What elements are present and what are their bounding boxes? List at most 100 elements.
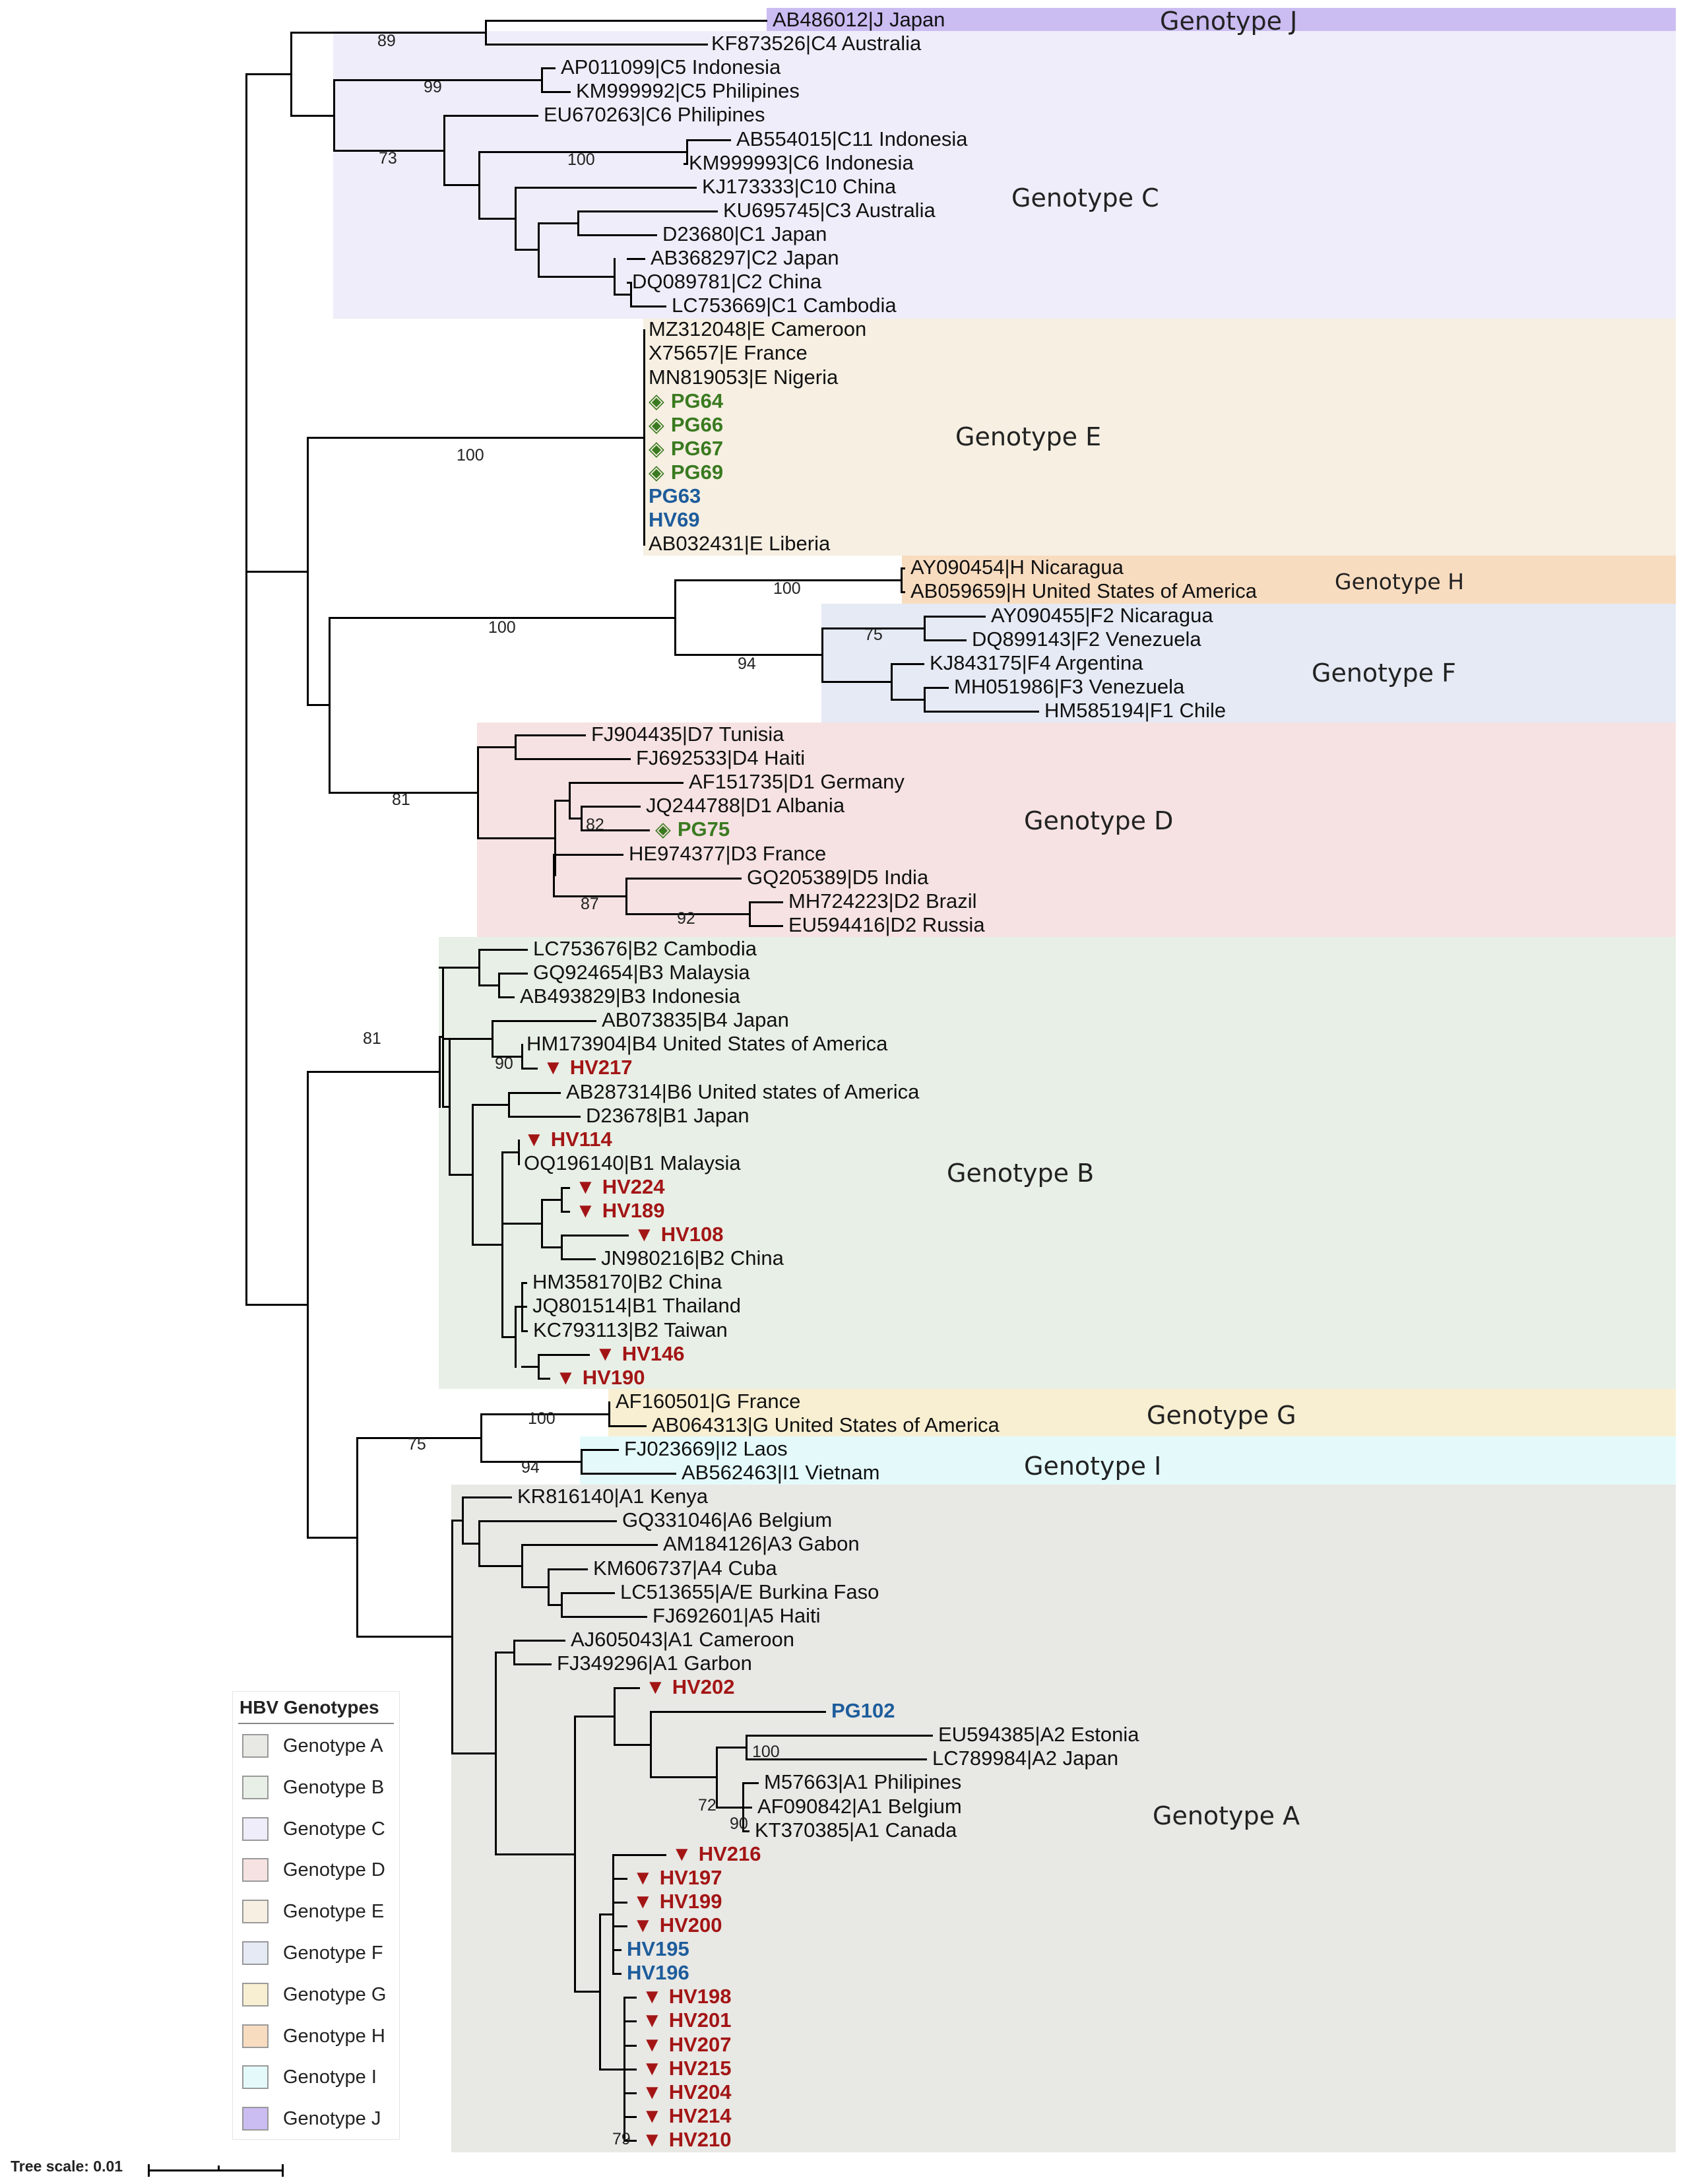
- tree-branch: [716, 1806, 742, 1809]
- leaf-label: FJ023669|I2 Laos: [624, 1437, 788, 1461]
- tree-branch: [541, 1246, 561, 1249]
- leaf-text: AB287314|B6 United states of America: [566, 1079, 920, 1103]
- tree-branch: [574, 1715, 614, 1718]
- genotype-b-band: [439, 937, 1676, 1389]
- tree-branch: [521, 1306, 527, 1308]
- tree-branch: [477, 746, 479, 839]
- tree-branch: [480, 1413, 482, 1463]
- tree-branch: [749, 924, 783, 927]
- leaf-label: AY090454|H Nicaragua: [910, 556, 1124, 579]
- tree-branch: [623, 2115, 637, 2118]
- triangle-down-icon: ▼: [645, 1675, 666, 1698]
- tree-branch: [501, 1335, 515, 1338]
- tree-branch: [518, 1139, 520, 1165]
- tree-branch: [614, 1687, 616, 1746]
- tree-branch: [581, 1449, 583, 1475]
- leaf-label: JN980216|B2 China: [601, 1246, 784, 1270]
- tree-branch: [538, 222, 540, 278]
- leaf-label: EU670263|C6 Philipines: [544, 103, 765, 127]
- tree-branch: [538, 1377, 550, 1380]
- tree-scale-tick: [148, 2164, 150, 2177]
- leaf-label: KF873526|C4 Australia: [711, 32, 921, 55]
- leaf-text: HV195: [627, 1937, 689, 1961]
- tree-branch: [623, 1997, 625, 2142]
- tree-branch: [443, 184, 478, 187]
- tree-branch: [581, 829, 650, 832]
- leaf-label: HM358170|B2 China: [532, 1270, 722, 1294]
- tree-branch: [245, 1303, 307, 1306]
- tree-branch: [307, 436, 309, 707]
- leaf-text: HV224: [602, 1174, 665, 1198]
- tree-branch: [521, 1068, 538, 1070]
- tree-branch: [515, 186, 697, 189]
- leaf-label: LC513655|A/E Burkina Faso: [620, 1580, 879, 1604]
- legend-item: Genotype H: [238, 2022, 397, 2051]
- tree-branch: [553, 874, 555, 877]
- leaf-text: AY090455|F2 Nicaragua: [991, 603, 1213, 627]
- genotype-e-band: [643, 319, 1676, 556]
- triangle-down-icon: ▼: [634, 1223, 654, 1246]
- legend-item: Genotype A: [238, 1731, 397, 1760]
- leaf-text: EU594416|D2 Russia: [788, 913, 985, 936]
- leaf-label: LC753676|B2 Cambodia: [533, 937, 757, 961]
- leaf-label: ▼ HV204: [642, 2080, 731, 2104]
- legend-item: Genotype G: [238, 1980, 397, 2009]
- tree-branch: [521, 1282, 523, 1332]
- leaf-text: GQ205389|D5 India: [747, 865, 929, 889]
- tree-branch: [495, 1651, 513, 1654]
- tree-branch: [891, 662, 924, 665]
- legend-label: Genotype F: [283, 1943, 383, 1964]
- leaf-label: EU594416|D2 Russia: [788, 913, 985, 937]
- tree-branch: [480, 1413, 608, 1415]
- tree-branch: [477, 837, 554, 839]
- legend-swatch: [242, 1734, 269, 1758]
- leaf-label: ◈ PG64: [649, 389, 723, 413]
- leaf-text: HV146: [621, 1341, 685, 1365]
- tree-branch: [623, 1997, 637, 1999]
- tree-branch: [561, 1258, 596, 1261]
- tree-branch: [478, 1520, 617, 1523]
- triangle-down-icon: ▼: [642, 2032, 662, 2056]
- leaf-label: AB554015|C11 Indonesia: [736, 127, 967, 151]
- leaf-text: LC513655|A/E Burkina Faso: [620, 1580, 879, 1603]
- tree-branch: [674, 579, 676, 657]
- leaf-text: JN980216|B2 China: [601, 1246, 784, 1270]
- leaf-text: HV198: [668, 1985, 732, 2008]
- leaf-text: D23678|B1 Japan: [586, 1103, 749, 1127]
- tree-branch: [492, 1020, 596, 1023]
- leaf-text: X75657|E France: [649, 341, 808, 365]
- diamond-icon: ◈: [649, 412, 664, 436]
- leaf-text: MN819053|E Nigeria: [649, 365, 839, 389]
- triangle-down-icon: ▼: [575, 1174, 596, 1198]
- leaf-text: FJ692533|D4 Haiti: [636, 746, 806, 770]
- bootstrap-value: 73: [379, 149, 397, 168]
- leaf-label: AB368297|C2 Japan: [651, 246, 839, 270]
- legend-label: Genotype C: [283, 1818, 385, 1840]
- leaf-text: PG67: [670, 436, 724, 460]
- bootstrap-value: 100: [488, 618, 516, 637]
- tree-branch: [515, 1306, 517, 1368]
- tree-branch: [443, 115, 538, 117]
- genotype-b-label: Genotype B: [947, 1159, 1095, 1188]
- leaf-text: FJ904435|D7 Tunisia: [591, 723, 784, 746]
- tree-branch: [513, 1639, 515, 1665]
- tree-branch: [716, 1747, 746, 1749]
- legend-swatch: [242, 1941, 269, 1965]
- leaf-label: OQ196140|B1 Malaysia: [524, 1151, 741, 1175]
- leaf-label: AJ605043|A1 Cameroon: [571, 1628, 794, 1652]
- leaf-label: HM585194|F1 Chile: [1044, 699, 1226, 723]
- tree-branch: [650, 1711, 826, 1714]
- legend-item: Genotype E: [238, 1897, 397, 1926]
- tree-branch: [329, 616, 331, 794]
- tree-branch: [478, 218, 515, 220]
- leaf-text: LC753669|C1 Cambodia: [672, 294, 897, 317]
- leaf-text: EU670263|C6 Philipines: [544, 103, 765, 127]
- leaf-text: KU695745|C3 Australia: [723, 198, 936, 222]
- tree-branch: [501, 1151, 518, 1153]
- legend-label: Genotype A: [283, 1735, 383, 1756]
- tree-branch: [492, 1020, 494, 1058]
- leaf-label: GQ205389|D5 India: [747, 866, 928, 889]
- tree-branch: [746, 1735, 933, 1737]
- tree-branch: [508, 1115, 581, 1118]
- tree-branch: [495, 1651, 497, 1855]
